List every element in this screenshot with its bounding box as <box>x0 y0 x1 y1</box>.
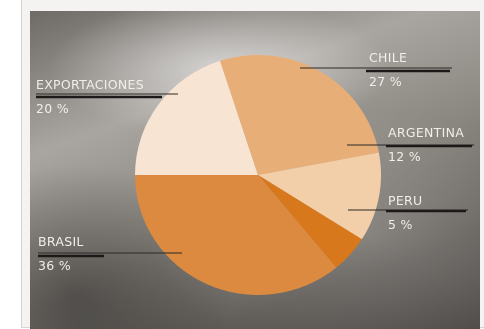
slice-value-brasil: 36 % <box>38 258 71 273</box>
pie-slices <box>135 54 381 295</box>
slice-value-chile: 27 % <box>369 74 402 89</box>
slice-label-argentina: ARGENTINA <box>388 125 464 140</box>
slice-labels: CHILE 27 % ARGENTINA 12 % PERU 5 % BRASIL 36 % E… <box>36 50 464 273</box>
slice-label-chile: CHILE <box>369 50 407 65</box>
slice-label-exportaciones: EXPORTACIONES <box>36 77 144 92</box>
pie-slice-exportaciones <box>135 60 258 176</box>
slice-value-argentina: 12 % <box>388 149 421 164</box>
slice-label-peru: PERU <box>388 193 422 208</box>
pie-slice-chile <box>219 54 379 175</box>
slice-value-peru: 5 % <box>388 217 413 232</box>
pie-slice-argentina <box>258 152 381 240</box>
pie-slice-peru <box>258 175 362 268</box>
slice-value-exportaciones: 20 % <box>36 101 69 116</box>
slice-label-brasil: BRASIL <box>38 234 84 249</box>
leader-lines <box>36 67 474 258</box>
pie-slice-brasil <box>135 175 337 295</box>
